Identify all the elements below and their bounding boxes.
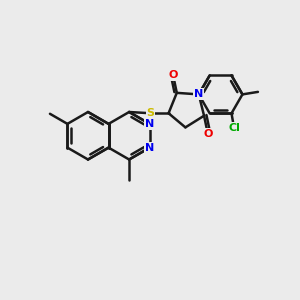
Text: O: O — [203, 129, 212, 139]
Text: O: O — [168, 70, 178, 80]
Text: N: N — [145, 142, 154, 153]
Text: S: S — [146, 108, 154, 118]
Text: N: N — [145, 119, 154, 129]
Text: N: N — [194, 89, 203, 99]
Text: Cl: Cl — [228, 123, 240, 133]
